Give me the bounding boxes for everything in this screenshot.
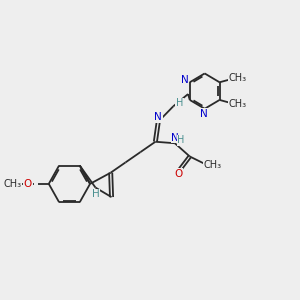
Text: O: O xyxy=(24,179,32,189)
Text: H: H xyxy=(178,135,185,145)
Text: CH₃: CH₃ xyxy=(204,160,222,170)
Text: CH₃: CH₃ xyxy=(229,73,247,83)
Text: N: N xyxy=(181,75,189,85)
Text: O: O xyxy=(174,169,182,179)
Text: CH₃: CH₃ xyxy=(3,179,21,189)
Text: H: H xyxy=(176,98,183,109)
Text: CH₃: CH₃ xyxy=(229,99,247,110)
Text: H: H xyxy=(92,189,100,199)
Text: N: N xyxy=(200,109,208,119)
Text: N: N xyxy=(171,133,179,143)
Text: N: N xyxy=(154,112,162,122)
